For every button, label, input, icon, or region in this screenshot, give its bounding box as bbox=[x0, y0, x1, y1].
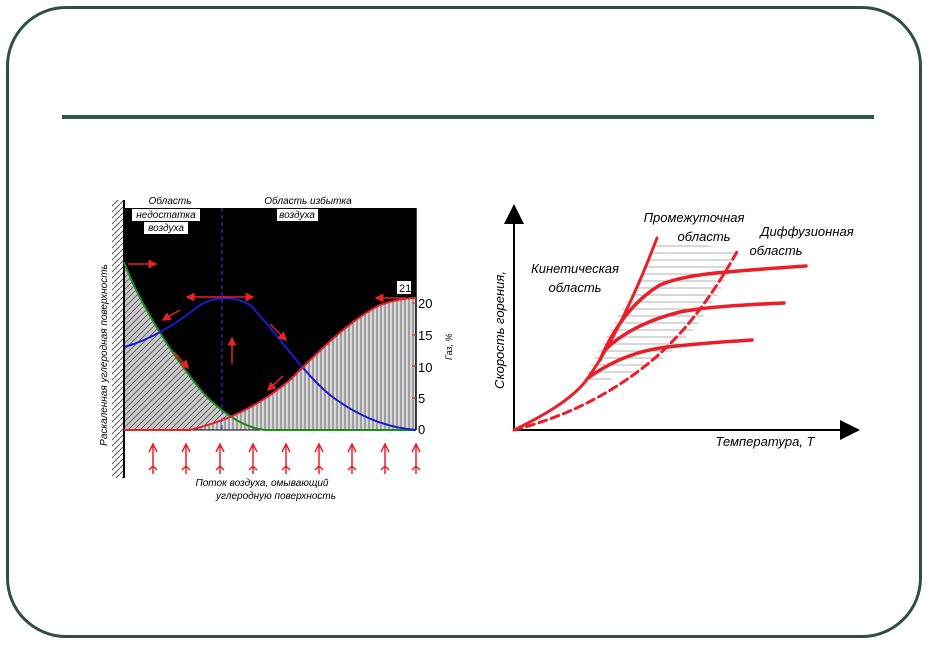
gas-tick-20: 20 bbox=[418, 296, 432, 311]
air-flow-arrows bbox=[148, 442, 421, 474]
region-lack-line3: воздуха bbox=[148, 223, 184, 234]
kinetic-label-line2: область bbox=[549, 280, 602, 295]
region-lack-line1: Область bbox=[149, 195, 192, 207]
title-rule bbox=[62, 115, 874, 119]
curve-high bbox=[598, 264, 808, 362]
kinetic-label-line1: Кинетическая bbox=[531, 261, 619, 276]
region-excess-line2: воздуха bbox=[279, 210, 315, 221]
flow-label-line1: Поток воздуха, омывающий bbox=[196, 478, 329, 489]
gas-tick-21: 21 bbox=[399, 283, 411, 295]
diffusion-boundary-curve bbox=[512, 248, 740, 432]
surface-label: Раскаленная углеродная поверхность bbox=[99, 264, 110, 446]
curve-mid bbox=[603, 301, 786, 352]
x-axis-label: Температура, T bbox=[715, 434, 815, 449]
oxygen-zone-fill bbox=[190, 298, 416, 430]
intermediate-label-line2: область bbox=[678, 229, 731, 244]
region-excess-line1: Область избытка bbox=[264, 195, 352, 207]
gas-tick-0: 0 bbox=[418, 422, 425, 437]
gas-tick-10: 10 bbox=[418, 360, 432, 375]
intermediate-label-line1: Промежуточная bbox=[644, 210, 745, 225]
y-axis-label: Скорость горения, bbox=[492, 271, 507, 389]
curve-low bbox=[586, 338, 754, 380]
co2-zone-fill bbox=[124, 262, 265, 430]
surface-wall bbox=[112, 200, 124, 478]
diffusion-label-line1: Диффузионная bbox=[758, 224, 853, 239]
gas-tick-15: 15 bbox=[418, 328, 432, 343]
co-curve bbox=[123, 297, 417, 431]
co2-curve bbox=[123, 261, 416, 431]
combustion-zones-diagram: 21 20 15 10 5 0 Газ, % Область недостатк… bbox=[99, 195, 454, 502]
gas-axis-label: Газ, % bbox=[444, 333, 454, 360]
diffusion-label-line2: область bbox=[750, 243, 803, 258]
region-lack-line2: недостатка bbox=[136, 210, 196, 221]
max-oxygen-box bbox=[397, 281, 411, 294]
combustion-rate-diagram: Кинетическая область Промежуточная облас… bbox=[492, 204, 860, 449]
oxygen-curve bbox=[124, 297, 417, 431]
gas-tick-5: 5 bbox=[418, 391, 425, 406]
flow-label-line2: углеродную поверхность bbox=[215, 491, 336, 502]
